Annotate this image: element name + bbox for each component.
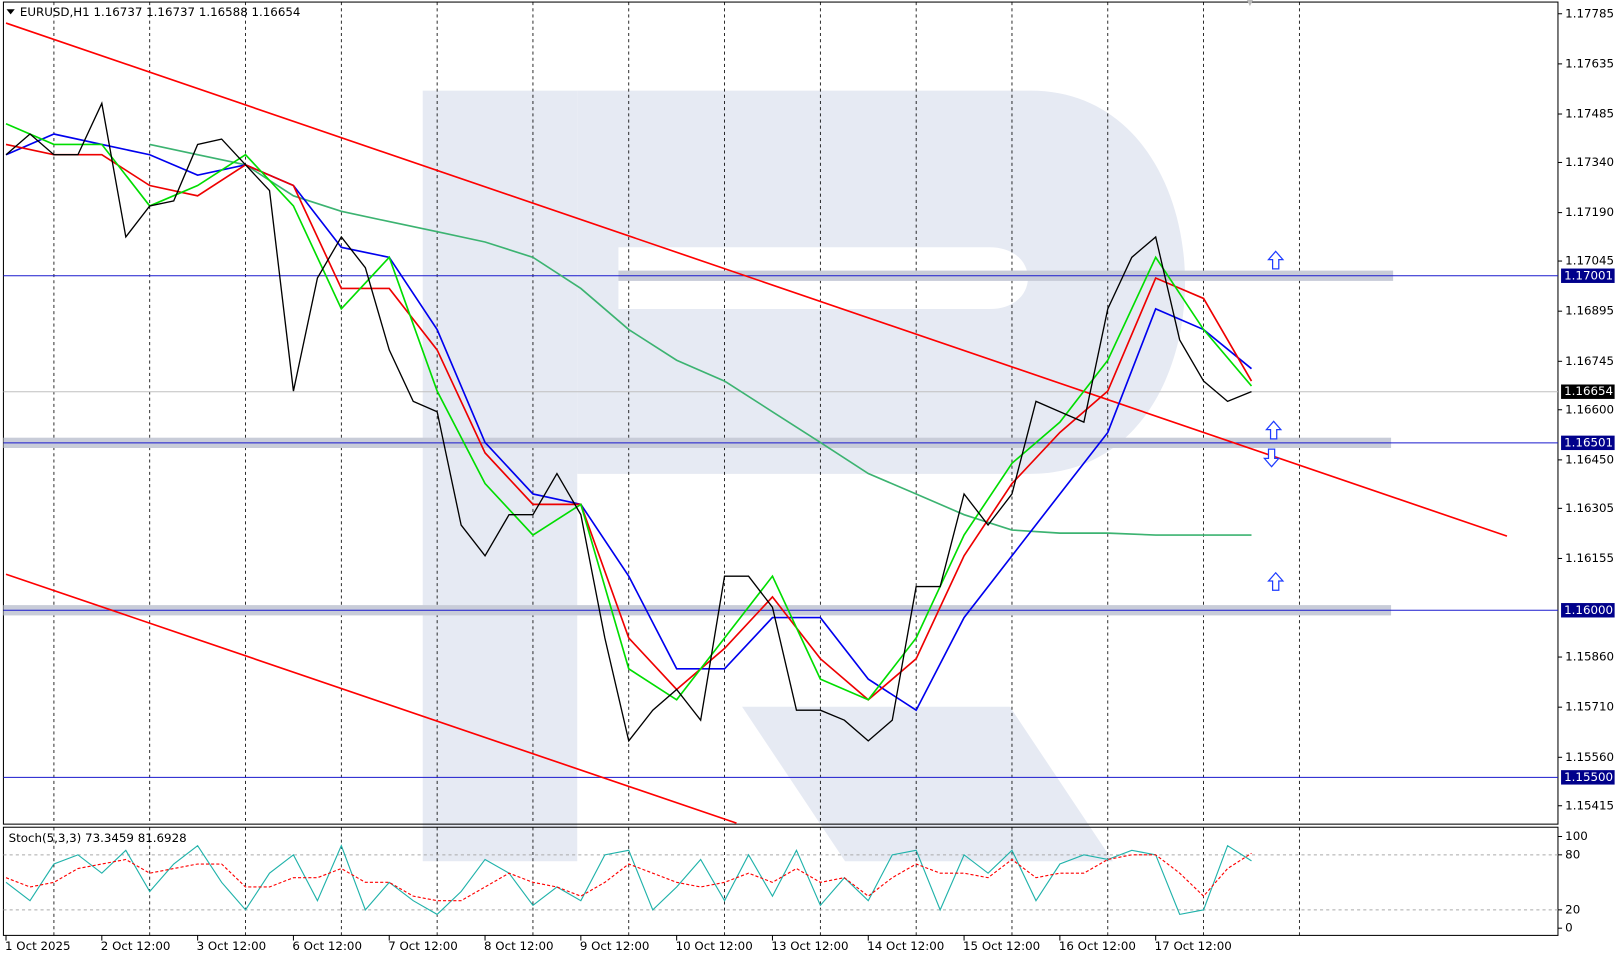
moving-average (5, 143, 1253, 701)
trend-line (5, 22, 1508, 537)
up-arrow[interactable] (1267, 250, 1285, 270)
trend-line (5, 573, 737, 824)
x-tick-label: 9 Oct 12:00 (580, 939, 650, 953)
x-tick-label: 16 Oct 12:00 (1059, 939, 1136, 953)
y-tick-label: 1.16895 (1565, 304, 1614, 318)
stoch-line (5, 844, 1252, 916)
x-tick-label: 3 Oct 12:00 (197, 939, 267, 953)
x-tick-label: 1 Oct 2025 (5, 939, 71, 953)
moving-average (149, 143, 1252, 536)
chart-title: EURUSD,H1 1.16737 1.16737 1.16588 1.1665… (20, 5, 301, 19)
x-tick-label: 7 Oct 12:00 (388, 939, 458, 953)
y-tick-label: 1.17785 (1565, 6, 1614, 20)
y-tick-label: 1.16745 (1565, 354, 1614, 368)
level-label: 1.16501 (1564, 435, 1613, 449)
menu-triangle[interactable] (6, 9, 15, 15)
watermark-stem (422, 90, 578, 862)
x-tick-label: 17 Oct 12:00 (1155, 939, 1232, 953)
down-arrow[interactable] (1263, 448, 1281, 468)
moving-average (5, 122, 1253, 701)
y-tick-label: 1.16450 (1565, 452, 1614, 466)
y-tick-label: 100 (1565, 829, 1588, 843)
up-arrow[interactable] (1267, 571, 1285, 591)
stoch-plot-frame (2, 826, 1559, 936)
y-tick-label: 1.16155 (1565, 551, 1614, 565)
level-label-box (1561, 268, 1615, 283)
y-tick-label: 1.17340 (1565, 155, 1614, 169)
y-tick-label: 1.17635 (1565, 56, 1614, 70)
signal-arrows (1263, 250, 1285, 591)
y-tick-label: 1.15560 (1565, 750, 1614, 764)
y-tick-label: 1.15860 (1565, 650, 1614, 664)
x-tick-label: 2 Oct 12:00 (101, 939, 171, 953)
y-tick-label: 1.17485 (1565, 107, 1614, 121)
shift-marker (1246, 0, 1254, 7)
y-tick-label: 1.15710 (1565, 700, 1614, 714)
x-tick-label: 8 Oct 12:00 (484, 939, 554, 953)
moving-average (5, 133, 1253, 712)
y-tick-label: 0 (1565, 921, 1573, 935)
x-tick-label: 6 Oct 12:00 (292, 939, 362, 953)
watermark-bowl (577, 90, 1186, 474)
plot-layers: 1 Oct 2025 2 Oct 12:00 3 Oct 12:00 6 Oct 12… (3, 2, 1615, 953)
level-label: 1.15500 (1564, 770, 1613, 784)
watermark-leg (742, 706, 1113, 862)
watermark (422, 90, 1186, 862)
last-price-box (1561, 384, 1615, 399)
price-line (5, 101, 1252, 743)
x-tick-label: 13 Oct 12:00 (771, 939, 848, 953)
y-tick-label: 1.16600 (1565, 402, 1614, 416)
y-tick-label: 1.17045 (1565, 254, 1614, 268)
level-label-box (1561, 435, 1615, 451)
level-label-box (1561, 603, 1615, 618)
y-tick-label: 20 (1565, 902, 1580, 916)
level-label: 1.16000 (1564, 603, 1613, 617)
main-plot-frame (2, 1, 1559, 825)
level-label: 1.17001 (1564, 268, 1613, 282)
stoch-line (5, 852, 1252, 902)
y-tick-label: 1.17190 (1565, 205, 1614, 219)
x-tick-label: 15 Oct 12:00 (963, 939, 1040, 953)
y-tick-label: 1.15415 (1565, 798, 1614, 812)
y-tick-label: 1.16305 (1565, 501, 1614, 515)
x-tick-label: 10 Oct 12:00 (676, 939, 753, 953)
y-tick-label: 80 (1565, 847, 1580, 861)
level-label-box (1561, 770, 1615, 785)
x-tick-label: 14 Oct 12:00 (867, 939, 944, 953)
up-arrow[interactable] (1265, 420, 1283, 440)
last-price-label: 1.16654 (1564, 384, 1613, 398)
stoch-title: Stoch(5,3,3) 73.3459 81.6928 (9, 831, 187, 845)
